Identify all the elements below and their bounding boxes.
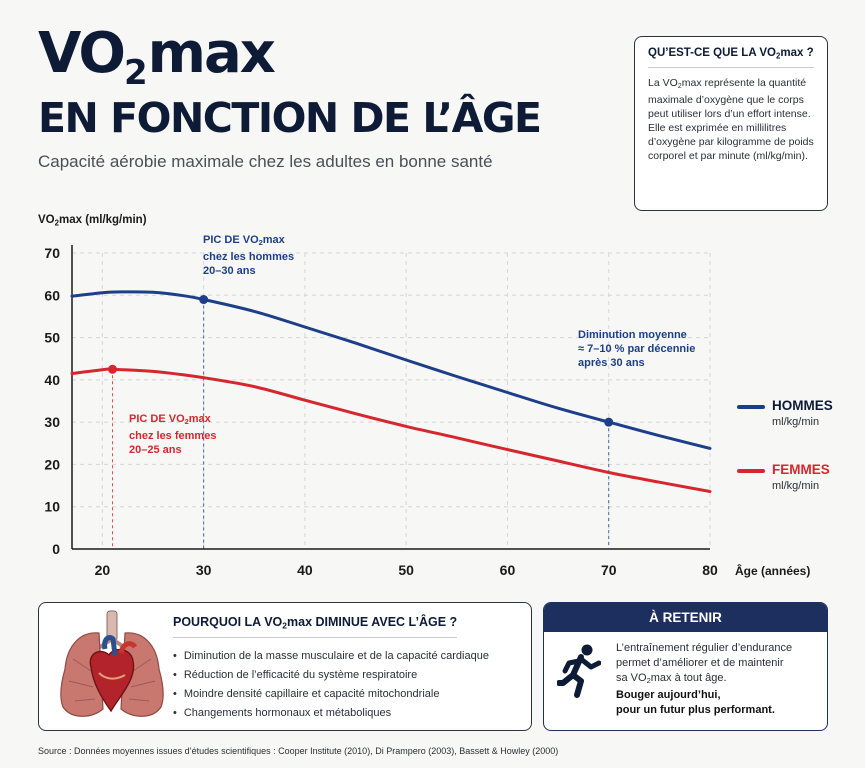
- list-item: Changements hormonaux et métaboliques: [173, 704, 489, 723]
- list-item: Diminution de la masse musculaire et de …: [173, 647, 489, 666]
- runner-icon: [557, 644, 601, 698]
- definition-title: QU’EST-CE QUE LA VO2max ?: [648, 47, 814, 69]
- why-decline-box: POURQUOI LA VO2max DIMINUE AVEC L’ÂGE ? …: [38, 602, 532, 731]
- y-tick-label: 0: [52, 541, 60, 557]
- page-subtitle: Capacité aérobie maximale chez les adult…: [38, 152, 493, 171]
- tick-labels: 0 10 20 30 40 50 60 70 20 30 40 50 60 70 80: [44, 245, 718, 578]
- why-decline-title: POURQUOI LA VO2max DIMINUE AVEC L’ÂGE ?: [173, 615, 458, 631]
- peak-marker-men: [199, 295, 209, 305]
- series-line-men: [70, 290, 712, 450]
- y-tick-label: 10: [44, 499, 60, 515]
- men-peak-annotation: PIC DE VO2max chez les hommes 20–30 ans: [203, 234, 295, 278]
- x-tick-label: 80: [702, 562, 718, 578]
- definition-unit-text: Elle est exprimée en millilitres d’oxygè…: [648, 122, 814, 163]
- y-tick-label: 60: [44, 287, 60, 303]
- page-title: VO2max: [38, 21, 276, 94]
- y-tick-label: 70: [44, 245, 60, 261]
- x-tick-label: 20: [95, 562, 111, 578]
- legend-label-women: FEMMES: [772, 462, 830, 477]
- y-tick-label: 40: [44, 372, 60, 388]
- chart-grid: [72, 252, 711, 549]
- takeaway-box: À RETENIR L’entraînement régulier d’endu…: [543, 602, 828, 731]
- y-tick-label: 30: [44, 414, 60, 430]
- series-markers: [108, 295, 614, 427]
- legend-swatch-men: [737, 405, 765, 409]
- y-tick-label: 50: [44, 330, 60, 346]
- x-axis-title: Âge (années): [735, 564, 811, 578]
- legend-label-men: HOMMES: [772, 398, 833, 413]
- source-note: Source : Données moyennes issues d’étude…: [38, 746, 559, 756]
- series-lines: [70, 290, 712, 493]
- x-tick-label: 70: [601, 562, 617, 578]
- legend-swatch-women: [737, 469, 765, 473]
- decline-marker-men: [604, 417, 614, 427]
- chart-axes: [71, 245, 710, 550]
- divider: [173, 637, 457, 638]
- x-tick-label: 30: [196, 562, 212, 578]
- x-tick-label: 50: [398, 562, 414, 578]
- y-axis-title: VO2max (ml/kg/min): [38, 214, 147, 228]
- page-title-line2: EN FONCTION DE L’ÂGE: [38, 94, 542, 142]
- definition-box: QU’EST-CE QUE LA VO2max ? La VO2max repr…: [634, 36, 828, 211]
- reason-list: Diminution de la masse musculaire et de …: [173, 647, 489, 723]
- takeaway-text: L’entraînement régulier d’endurance perm…: [616, 642, 793, 717]
- legend-unit-men: ml/kg/min: [772, 416, 820, 428]
- women-peak-annotation: PIC DE VO2max chez les femmes 20–25 ans: [129, 413, 217, 457]
- list-item: Réduction de l’efficacité du système res…: [173, 666, 489, 685]
- peak-marker-women: [108, 364, 118, 374]
- series-line-women: [70, 367, 712, 493]
- x-tick-label: 40: [297, 562, 313, 578]
- vo2max-line-chart: 0 10 20 30 40 50 60 70 20 30 40 50 60 70 80: [44, 245, 718, 578]
- list-item: Moindre densité capillaire et capacité m…: [173, 685, 489, 704]
- heart-lungs-icon: [60, 610, 164, 717]
- x-tick-label: 60: [500, 562, 516, 578]
- legend-unit-women: ml/kg/min: [772, 480, 820, 492]
- y-tick-label: 20: [44, 456, 60, 472]
- takeaway-title: À RETENIR: [544, 603, 827, 632]
- definition-text: La VO2max représente la quantité maximal…: [648, 77, 811, 121]
- decline-annotation: Diminution moyenne ≈ 7–10 % par décennie…: [578, 329, 696, 369]
